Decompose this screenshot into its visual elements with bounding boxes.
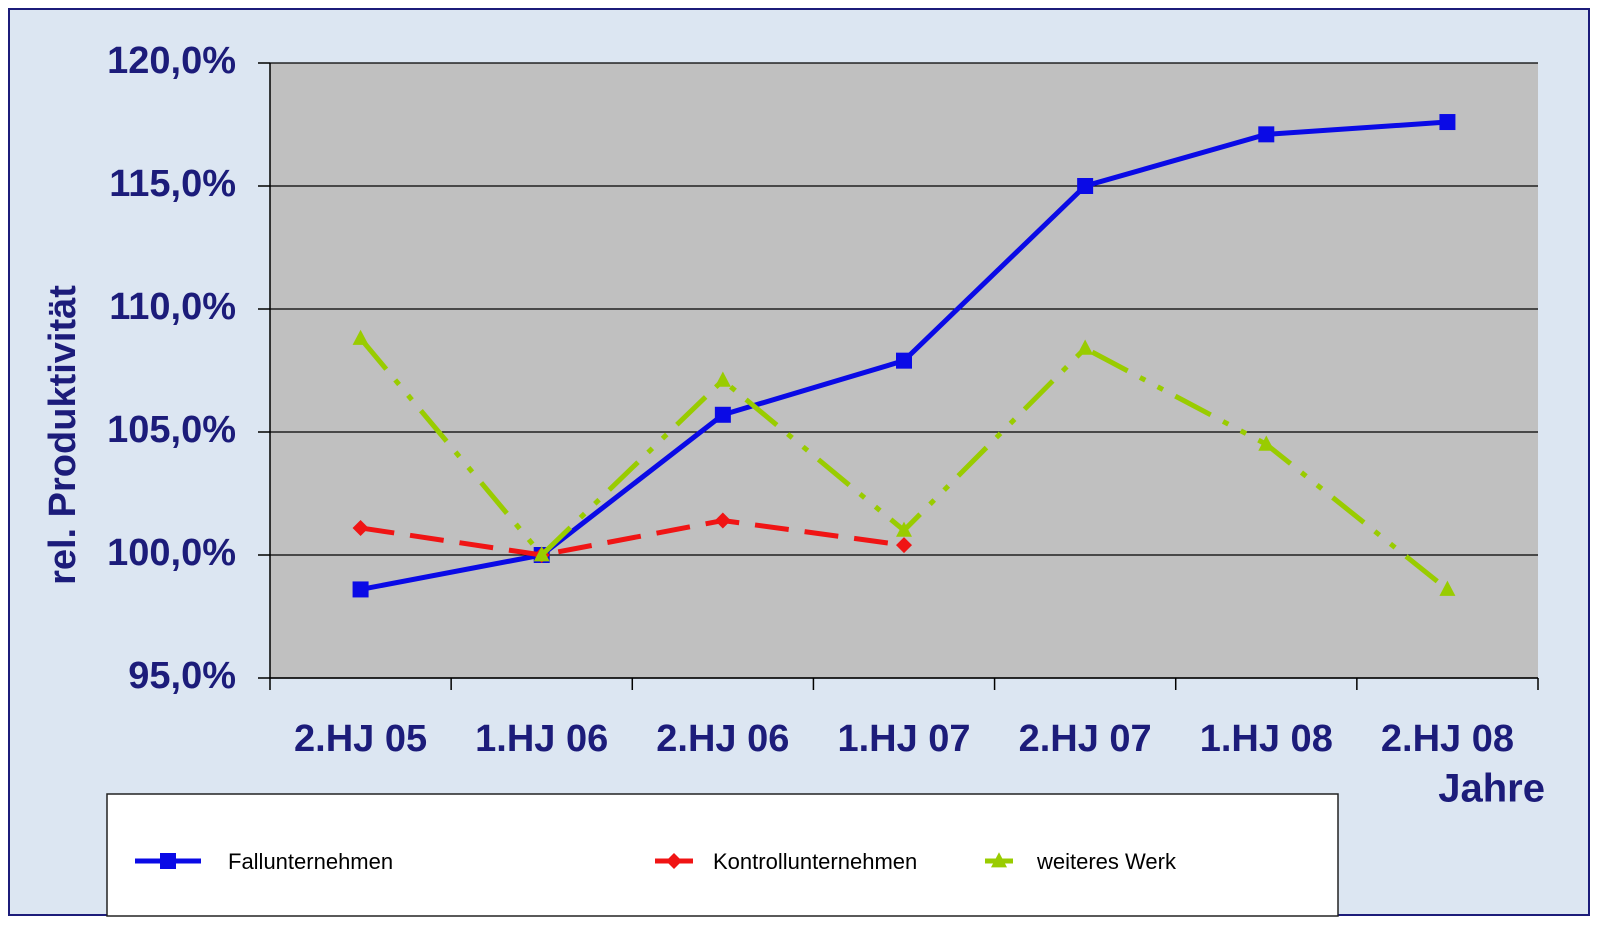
point-marker xyxy=(352,329,369,345)
y-tick-label: 110,0% xyxy=(109,286,236,328)
y-tick-label: 95,0% xyxy=(128,655,236,697)
point-marker xyxy=(352,581,369,598)
legend-label: weiteres Werk xyxy=(1036,849,1177,874)
y-axis-label: rel. Produktivität xyxy=(42,285,84,585)
legend-label: Fallunternehmen xyxy=(228,849,393,874)
plot-area xyxy=(270,63,1538,678)
legend-marker xyxy=(991,852,1007,868)
x-tick-label: 2.HJ 08 xyxy=(1381,718,1514,760)
point-marker xyxy=(533,546,550,562)
series-line xyxy=(360,518,905,558)
x-tick-label: 1.HJ 08 xyxy=(1200,718,1333,760)
point-marker xyxy=(714,512,731,529)
legend-marker xyxy=(160,853,176,869)
point-marker xyxy=(1258,435,1275,451)
point-marker xyxy=(896,352,912,369)
point-marker xyxy=(714,406,731,423)
point-marker xyxy=(352,519,369,536)
point-marker xyxy=(1077,178,1094,194)
legend-marker xyxy=(666,853,682,869)
x-tick-label: 1.HJ 06 xyxy=(475,718,608,760)
x-tick-label: 2.HJ 05 xyxy=(294,718,427,760)
x-tick-label: 2.HJ 07 xyxy=(1019,718,1152,760)
legend-box xyxy=(106,793,1339,917)
y-tick-label: 115,0% xyxy=(109,163,236,205)
point-marker xyxy=(896,521,912,537)
x-tick-label: 2.HJ 06 xyxy=(656,718,789,760)
x-axis-label: Jahre xyxy=(1438,767,1545,811)
point-marker xyxy=(1258,126,1275,143)
point-marker xyxy=(1439,114,1456,131)
y-tick-label: 120,0% xyxy=(107,40,236,82)
legend-label: Kontrollunternehmen xyxy=(713,849,917,874)
x-tick-label: 1.HJ 07 xyxy=(837,718,970,760)
point-marker xyxy=(1077,339,1094,355)
point-marker xyxy=(896,537,912,554)
point-marker xyxy=(714,371,731,387)
point-marker xyxy=(1439,580,1456,596)
y-tick-label: 105,0% xyxy=(107,409,236,451)
y-tick-label: 100,0% xyxy=(107,532,236,574)
